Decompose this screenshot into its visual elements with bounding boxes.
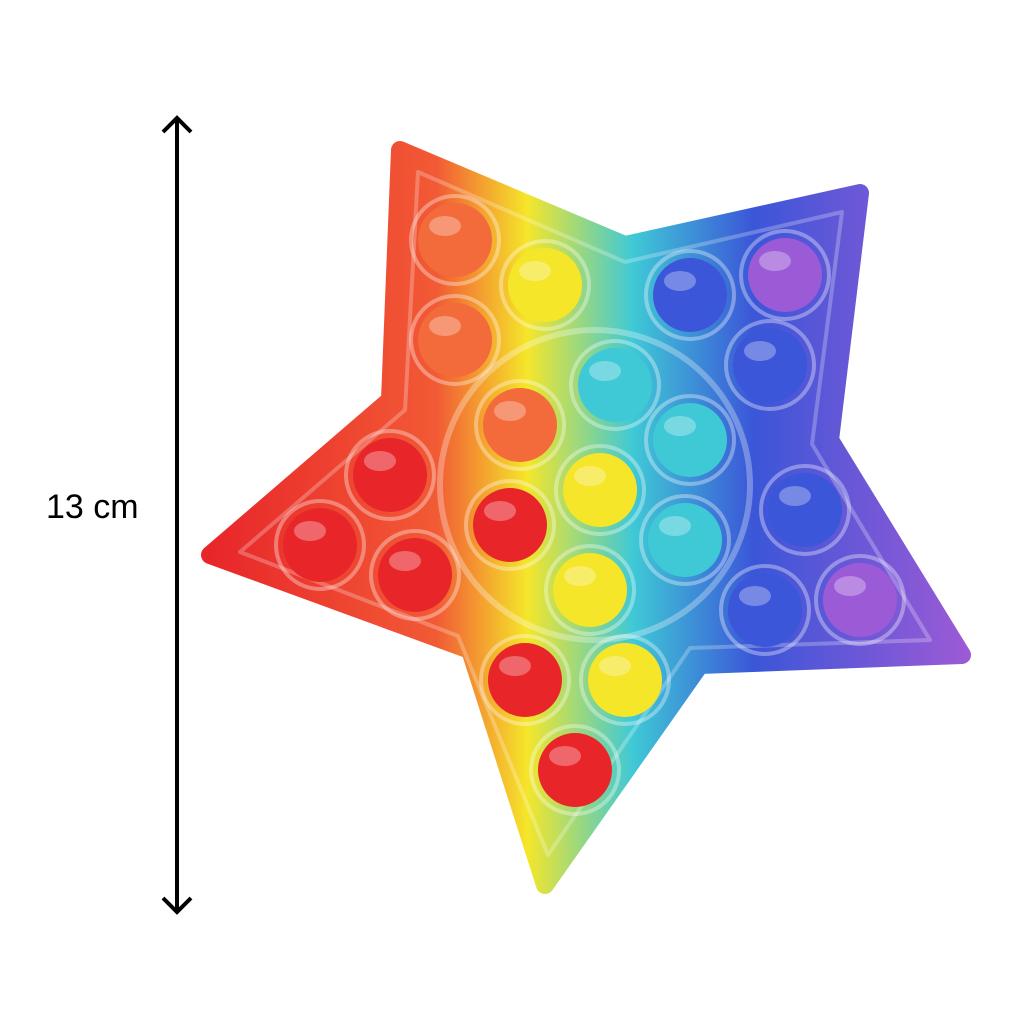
dimension-arrow bbox=[161, 115, 193, 915]
bubble-ring bbox=[409, 194, 501, 286]
bubble-highlight bbox=[744, 341, 776, 361]
pop-bubble bbox=[283, 508, 357, 582]
bubble-highlight bbox=[429, 216, 461, 236]
bubble-ring bbox=[759, 464, 851, 556]
pop-bubble bbox=[508, 248, 582, 322]
bubble-highlight bbox=[389, 551, 421, 571]
bubble-ring bbox=[814, 554, 906, 646]
pop-bubble bbox=[728, 573, 802, 647]
pop-bubble bbox=[378, 538, 452, 612]
bubble-highlight bbox=[429, 316, 461, 336]
bubble-ring bbox=[644, 249, 736, 341]
bubble-highlight bbox=[519, 261, 551, 281]
pop-bubble bbox=[473, 488, 547, 562]
pop-bubble bbox=[553, 553, 627, 627]
bubble-highlight bbox=[599, 656, 631, 676]
pop-bubble bbox=[418, 203, 492, 277]
pop-bubble bbox=[648, 503, 722, 577]
pop-bubble bbox=[563, 453, 637, 527]
bubble-highlight bbox=[294, 521, 326, 541]
pop-bubble bbox=[488, 643, 562, 717]
bubble-ring bbox=[369, 529, 461, 621]
dimension-label: 13 cm bbox=[46, 488, 139, 526]
pop-bubble bbox=[653, 403, 727, 477]
pop-bubble bbox=[733, 328, 807, 402]
pop-bubble bbox=[653, 258, 727, 332]
bubble-highlight bbox=[364, 451, 396, 471]
pop-bubble bbox=[768, 473, 842, 547]
bubble-highlight bbox=[589, 361, 621, 381]
bubble-highlight bbox=[574, 466, 606, 486]
bubble-highlight bbox=[739, 586, 771, 606]
bubble-ring bbox=[569, 339, 661, 431]
bubble-group bbox=[274, 194, 906, 816]
bubble-ring bbox=[644, 394, 736, 486]
bubble-ring bbox=[719, 564, 811, 656]
bubble-highlight bbox=[779, 486, 811, 506]
pop-bubble bbox=[538, 733, 612, 807]
bubble-ring bbox=[739, 229, 831, 321]
pop-bubble bbox=[823, 563, 897, 637]
pop-bubble bbox=[418, 303, 492, 377]
bubble-highlight bbox=[499, 656, 531, 676]
bubble-highlight bbox=[549, 746, 581, 766]
pop-bubble bbox=[578, 348, 652, 422]
bubble-highlight bbox=[494, 401, 526, 421]
pop-bubble bbox=[748, 238, 822, 312]
bubble-ring bbox=[554, 444, 646, 536]
bubble-ring bbox=[639, 494, 731, 586]
bubble-ring bbox=[579, 634, 671, 726]
bubble-ring bbox=[529, 724, 621, 816]
pop-bubble bbox=[588, 643, 662, 717]
bubble-highlight bbox=[664, 416, 696, 436]
bubble-ring bbox=[464, 479, 556, 571]
bubble-ring bbox=[474, 379, 566, 471]
bubble-ring bbox=[274, 499, 366, 591]
bubble-highlight bbox=[664, 271, 696, 291]
bubble-ring bbox=[499, 239, 591, 331]
bubble-highlight bbox=[484, 501, 516, 521]
bubble-highlight bbox=[564, 566, 596, 586]
bubble-highlight bbox=[834, 576, 866, 596]
pop-bubble bbox=[353, 438, 427, 512]
bubble-highlight bbox=[759, 251, 791, 271]
star-toy bbox=[201, 141, 971, 894]
pop-bubble bbox=[483, 388, 557, 462]
bubble-ring bbox=[409, 294, 501, 386]
bubble-ring bbox=[724, 319, 816, 411]
bubble-ring bbox=[344, 429, 436, 521]
bubble-ring bbox=[479, 634, 571, 726]
bubble-ring bbox=[544, 544, 636, 636]
bubble-highlight bbox=[659, 516, 691, 536]
